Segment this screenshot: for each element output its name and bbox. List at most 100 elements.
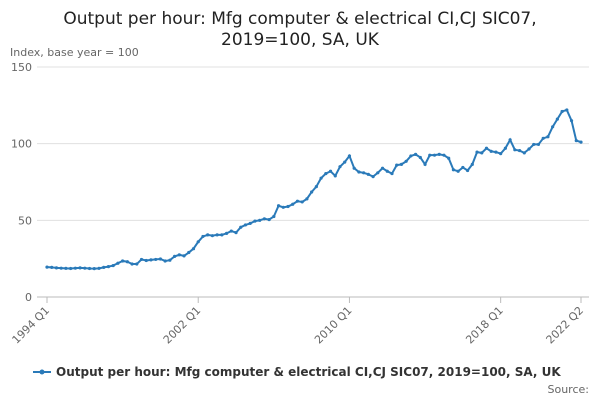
x-tick-label: 2002 Q1 [161,304,204,347]
data-point [220,233,224,237]
data-point [83,266,87,270]
y-tick-label: 150 [11,61,32,74]
data-point [168,258,172,262]
x-tick-label: 2010 Q1 [312,304,355,347]
data-point [366,172,370,176]
data-point [291,202,295,206]
data-point [489,149,493,153]
data-point [243,223,248,227]
data-point [272,214,276,219]
data-point [177,253,181,257]
data-point [144,258,148,263]
data-point [139,257,144,262]
data-point [390,171,394,176]
data-point [343,160,347,164]
data-point [461,165,465,170]
data-point [432,153,437,157]
data-point [267,217,271,222]
y-tick-label: 0 [25,291,32,304]
x-tick-label: 2018 Q1 [463,304,506,347]
data-point [45,265,49,269]
data-point [437,152,441,156]
data-point [404,159,408,163]
data-point [310,190,314,194]
data-point [399,162,404,166]
data-point [97,266,101,270]
data-point [163,259,167,263]
data-point [541,136,545,140]
data-point [475,150,479,154]
data-point [258,218,262,222]
data-point [201,234,205,239]
data-point [158,257,163,261]
chart-title: Output per hour: Mfg computer & electric… [63,9,536,29]
data-point [442,153,446,157]
data-point [106,265,111,269]
data-point [423,162,427,166]
data-point [362,171,366,175]
data-point [206,233,210,237]
x-tick-label: 1994 Q1 [10,304,53,347]
data-point [319,176,323,180]
data-point [352,166,356,170]
data-point [281,205,285,209]
data-point [305,197,309,201]
chart-title: 2019=100, SA, UK [221,30,380,50]
data-point [253,219,257,223]
data-point [102,265,106,270]
data-point [224,231,229,235]
data-point [149,258,153,262]
data-point [300,200,304,204]
data-point [357,170,361,174]
data-point [276,204,281,208]
data-point [121,259,125,263]
data-point [196,240,200,244]
data-point [78,266,82,270]
data-line [46,108,582,270]
data-point [465,168,470,173]
data-point [569,119,574,123]
data-point [560,109,564,114]
data-point [513,148,517,152]
data-point [50,265,54,270]
data-point [517,148,522,153]
data-point [499,152,503,156]
data-point [111,263,115,268]
data-point [371,175,375,179]
data-point [135,262,139,266]
source: Source: [548,383,590,396]
data-point [69,266,73,271]
data-point [380,166,385,170]
data-point [376,171,380,175]
data-point [191,247,196,251]
data-point [428,153,432,157]
data-point [480,151,484,155]
data-point [447,156,451,160]
data-point [314,185,318,189]
data-point [385,169,389,173]
data-point [555,117,559,121]
data-point [527,147,531,151]
data-point [54,266,59,270]
data-point [333,174,337,178]
data-point [508,138,512,142]
y-tick-label: 100 [11,138,32,151]
data-point [154,257,158,262]
data-point [565,108,569,112]
data-point [116,261,120,265]
data-point [551,125,555,129]
data-point [229,229,233,233]
data-point [484,146,489,150]
data-point [546,135,550,139]
data-point [338,165,342,169]
data-point [574,139,578,143]
data-point [451,168,456,172]
data-point [125,260,129,264]
data-point [262,217,266,221]
data-point [286,204,290,209]
data-point [172,254,177,258]
data-point [347,154,352,158]
data-point [215,233,219,237]
data-point [324,171,328,176]
